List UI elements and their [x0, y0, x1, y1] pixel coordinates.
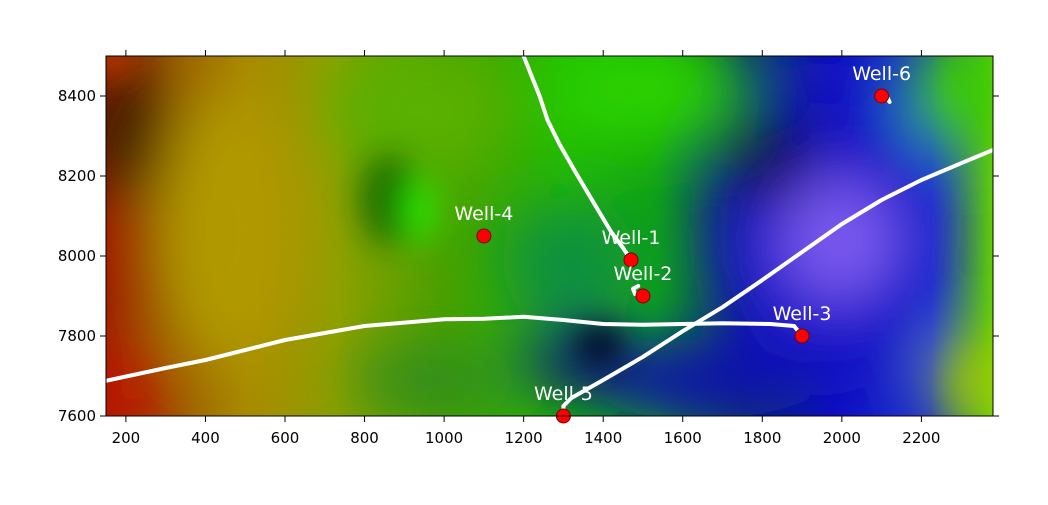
- x-tick-label: 1200: [505, 429, 543, 447]
- well-marker-well-1[interactable]: [623, 252, 639, 268]
- x-tick-label: 1800: [743, 429, 781, 447]
- well-layer: Well-1 Well-2 Well-3 Well-4 Well-5 Well-6: [454, 63, 911, 424]
- well-marker-well-6[interactable]: [874, 88, 890, 104]
- y-tick-label: 8200: [58, 167, 96, 185]
- x-tick-label: 1400: [584, 429, 622, 447]
- y-tick-label: 7600: [58, 407, 96, 425]
- trajectory-well-1: [521, 56, 633, 262]
- y-tick-label: 8400: [58, 87, 96, 105]
- y-tick-label: 7800: [58, 327, 96, 345]
- well-label-well-3: Well-3: [773, 303, 832, 325]
- trajectory-well-5: [561, 148, 993, 416]
- well-label-well-6: Well-6: [852, 63, 911, 85]
- x-tick-label: 1600: [664, 429, 702, 447]
- x-tick-label: 2000: [823, 429, 861, 447]
- x-tick-label: 600: [271, 429, 300, 447]
- x-tick-label: 400: [191, 429, 220, 447]
- surface-background: [106, 56, 993, 416]
- y-tick-label: 8000: [58, 247, 96, 265]
- x-tick-label: 1000: [425, 429, 463, 447]
- well-marker-well-3[interactable]: [794, 328, 810, 344]
- plot-frame: [105, 55, 994, 417]
- well-label-well-4: Well-4: [454, 203, 513, 225]
- y-axis: 7600 7800 8000 8200 8400: [58, 87, 999, 425]
- well-marker-well-4[interactable]: [476, 228, 492, 244]
- trajectory-layer: [106, 56, 993, 416]
- well-label-well-2: Well-2: [614, 263, 673, 285]
- well-marker-well-2[interactable]: [635, 288, 651, 304]
- x-tick-label: 2200: [902, 429, 940, 447]
- x-axis: 200 400 600 800 1000 1200 1400 1600 1800 2000 2200: [112, 50, 940, 447]
- well-label-well-5: Well-5: [534, 383, 593, 405]
- x-tick-label: 200: [112, 429, 141, 447]
- x-tick-label: 800: [350, 429, 379, 447]
- trajectory-well-3: [106, 314, 805, 383]
- well-label-well-1: Well-1: [602, 227, 661, 249]
